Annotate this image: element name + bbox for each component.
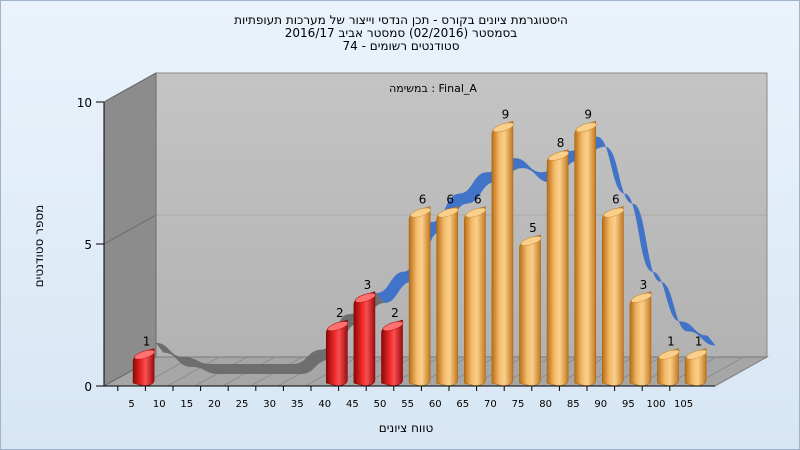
- bar: [684, 348, 707, 387]
- bar: [408, 206, 431, 387]
- chart-title-line-2: בסמסטר (02/2016) סמסטר אביב 2016/17: [284, 26, 518, 40]
- bar: [436, 206, 459, 387]
- y-tick-label: 10: [77, 96, 92, 110]
- bar-value-label: 3: [640, 278, 648, 292]
- x-tick-label: 5: [128, 399, 134, 410]
- x-tick-label: 80: [539, 399, 552, 410]
- x-tick-label: 35: [291, 399, 304, 410]
- x-tick-label: 40: [318, 399, 331, 410]
- x-tick-label: 50: [374, 399, 387, 410]
- side-gridline: [103, 72, 157, 103]
- x-tick-label: 105: [674, 399, 693, 410]
- bar-value-label: 6: [612, 193, 620, 207]
- x-tick-label: 90: [594, 399, 607, 410]
- x-tick-label: 60: [429, 399, 442, 410]
- x-tick-label: 20: [208, 399, 221, 410]
- x-axis-label: טווח ציונים: [378, 421, 434, 435]
- bar: [574, 121, 597, 387]
- bar: [602, 206, 625, 387]
- bar: [546, 149, 569, 387]
- y-tick-label: 0: [84, 380, 92, 394]
- x-tick-label: 10: [153, 399, 166, 410]
- x-tick-label: 70: [484, 399, 497, 410]
- bar: [491, 121, 514, 387]
- bar: [464, 206, 487, 387]
- x-tick-label: 65: [456, 399, 469, 410]
- bar-value-label: 2: [336, 306, 344, 320]
- bar-value-label: 1: [695, 335, 703, 349]
- y-tick-label: 5: [84, 238, 92, 252]
- x-tick-label: 100: [646, 399, 665, 410]
- bar-value-label: 9: [502, 107, 510, 121]
- x-tick-label: 95: [622, 399, 635, 410]
- task-annotation: במשימה : Final_A: [389, 82, 477, 95]
- chart-title-line-3: סטודנטים רשומים - 74: [342, 39, 460, 53]
- bar-value-label: 8: [557, 136, 565, 150]
- x-tick-label: 85: [567, 399, 580, 410]
- bar: [132, 348, 155, 387]
- bar: [381, 319, 404, 387]
- floor-gridline: [167, 356, 220, 387]
- y-axis-label: מספר סטודנטים: [32, 204, 46, 288]
- bars: 1 2 3 2 6 6 6 9 5 8 9 6 3 1 1: [132, 107, 707, 387]
- side-gridline: [103, 214, 157, 245]
- x-tick-label: 75: [512, 399, 525, 410]
- bar: [629, 291, 652, 387]
- bar-value-label: 9: [584, 107, 592, 121]
- bar: [326, 319, 349, 387]
- x-tick-label: 25: [236, 399, 249, 410]
- x-tick-label: 55: [401, 399, 414, 410]
- bar-value-label: 1: [143, 335, 151, 349]
- bar-value-label: 6: [419, 193, 427, 207]
- bar-value-label: 6: [474, 193, 482, 207]
- bar-value-label: 2: [391, 306, 399, 320]
- curve-segment-pass: [376, 136, 716, 346]
- bar-value-label: 5: [529, 221, 537, 235]
- x-tick-label: 45: [346, 399, 359, 410]
- x-tick-label: 30: [263, 399, 276, 410]
- bar-value-label: 1: [667, 335, 675, 349]
- bar: [519, 234, 542, 387]
- bar: [657, 348, 680, 387]
- chart-title-line-1: היסטוגרמת ציונים בקורס - תכן הנדסי וייצו…: [234, 13, 568, 27]
- bar-value-label: 3: [364, 278, 372, 292]
- bar-value-label: 6: [446, 193, 454, 207]
- x-tick-label: 15: [180, 399, 193, 410]
- bar: [353, 291, 376, 387]
